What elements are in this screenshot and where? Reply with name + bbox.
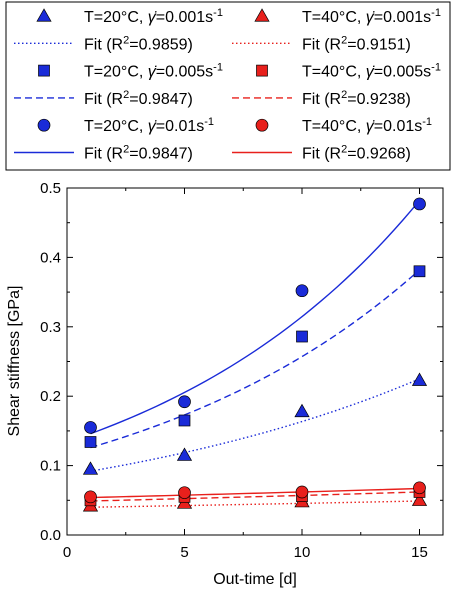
fit-line [90, 269, 420, 449]
data-point-triangle [294, 403, 310, 418]
x-tick-label: 0 [63, 544, 71, 561]
y-tick-label: 0.5 [40, 180, 61, 197]
legend-marker-circle [255, 118, 269, 132]
fit-lines [90, 200, 421, 508]
plot-frame [66, 187, 444, 536]
plot-area: 0 5 10 15 0.0 0.1 0.2 0.3 0.4 0.5 [40, 180, 444, 561]
data-point-triangle [411, 492, 428, 506]
legend-label: Fit (R2=0.9847) [84, 89, 193, 108]
data-points [82, 197, 428, 512]
y-axis-title: Shear stiffness [GPa] [6, 286, 23, 437]
legend-label: T=40°C, γ̇=0.005s-1 [302, 62, 441, 81]
data-point-circle [178, 486, 191, 500]
legend-label: T=40°C, γ̇=0.01s-1 [302, 116, 432, 135]
data-point-square [296, 330, 308, 343]
legend-marker-triangle [36, 8, 52, 22]
data-point-circle [84, 421, 97, 434]
legend-marker-circle [37, 118, 51, 132]
fit-line [90, 200, 421, 435]
legend-frame [5, 1, 451, 171]
y-tick-label: 0.1 [40, 458, 61, 475]
legend-label: Fit (R2=0.9268) [302, 144, 411, 163]
data-point-circle [295, 284, 309, 298]
axis-ticks: 0 5 10 15 0.0 0.1 0.2 0.3 0.4 0.5 [40, 180, 443, 561]
data-point-circle [413, 481, 426, 495]
y-tick-label: 0.3 [40, 319, 61, 336]
data-point-triangle [82, 461, 99, 475]
x-tick-label: 15 [411, 544, 428, 561]
data-point-square [84, 436, 97, 448]
legend-label: Fit (R2=0.9151) [302, 34, 411, 53]
legend-label: Fit (R2=0.9859) [84, 34, 193, 53]
data-point-circle [295, 485, 309, 499]
y-tick-label: 0.4 [40, 249, 61, 266]
data-point-circle [413, 197, 426, 211]
legend-label: T=20°C, γ̇=0.01s-1 [84, 116, 214, 135]
legend-marker-triangle [254, 8, 270, 22]
data-point-circle [178, 395, 191, 409]
legend-marker-square [38, 64, 50, 77]
x-axis-title: Out-time [d] [213, 571, 297, 588]
data-point-triangle [411, 372, 428, 386]
legend-label: Fit (R2=0.9238) [302, 89, 411, 108]
data-point-square [413, 265, 426, 278]
legend-label: T=40°C, γ̇=0.001s-1 [302, 7, 441, 26]
fit-line [90, 500, 420, 508]
legend-label: Fit (R2=0.9847) [84, 144, 193, 163]
data-point-square [178, 414, 191, 427]
x-tick-label: 10 [294, 544, 311, 561]
data-point-triangle [176, 447, 193, 461]
fit-line [90, 378, 420, 472]
y-tick-label: 0.0 [40, 527, 61, 544]
legend-marker-square [256, 64, 268, 77]
y-tick-label: 0.2 [40, 388, 61, 405]
data-point-circle [84, 490, 97, 504]
legend-label: T=20°C, γ̇=0.005s-1 [84, 62, 223, 81]
fit-line [90, 487, 420, 499]
legend: T=20°C, γ̇=0.001s-1 T=40°C, γ̇=0.001s-1 Fi… [5, 1, 451, 171]
x-tick-label: 5 [180, 544, 188, 561]
legend-label: T=20°C, γ̇=0.001s-1 [84, 7, 223, 26]
